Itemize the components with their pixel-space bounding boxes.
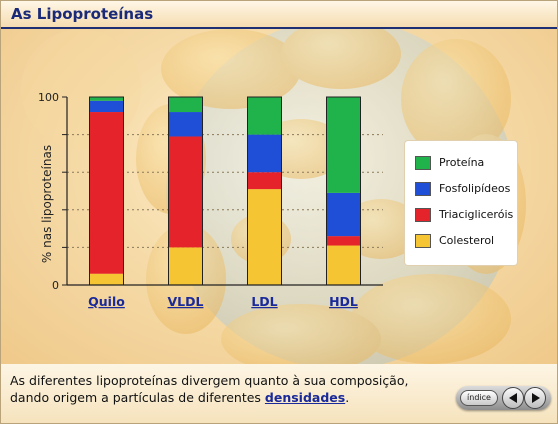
caption-text: As diferentes lipoproteínas divergem qua… bbox=[10, 372, 440, 406]
y-tick-label: 100 bbox=[38, 91, 59, 104]
legend-swatch bbox=[415, 234, 431, 248]
index-button[interactable]: índice bbox=[460, 390, 498, 406]
category-link-hdl[interactable]: HDL bbox=[329, 294, 358, 309]
legend-label: Proteína bbox=[439, 156, 485, 169]
bar-segment bbox=[326, 192, 361, 237]
composition-chart: % nas lipoproteínas 0 100 Quilo VLDL LDL HDL bbox=[38, 91, 383, 309]
category-link-ldl[interactable]: LDL bbox=[251, 294, 277, 309]
legend-label: Colesterol bbox=[439, 234, 495, 247]
bar-segment bbox=[247, 189, 282, 285]
caption-end: . bbox=[345, 390, 350, 405]
bar-segment bbox=[89, 273, 124, 285]
bar-segment bbox=[168, 247, 203, 285]
title-bar: As Lipoproteínas bbox=[1, 1, 557, 29]
bar-segment bbox=[89, 100, 124, 113]
bar-segment bbox=[168, 112, 203, 137]
bar-segment bbox=[326, 245, 361, 285]
y-axis-label: % nas lipoproteínas bbox=[40, 145, 54, 263]
category-links: Quilo VLDL LDL HDL bbox=[88, 294, 358, 309]
next-button[interactable] bbox=[524, 387, 546, 409]
next-arrow-icon bbox=[532, 393, 540, 403]
caption-body: As diferentes lipoproteínas divergem qua… bbox=[10, 373, 409, 405]
page-title: As Lipoproteínas bbox=[11, 5, 154, 23]
category-link-quilo[interactable]: Quilo bbox=[88, 294, 125, 309]
chart-stage: % nas lipoproteínas 0 100 Quilo VLDL LDL HDL… bbox=[1, 29, 557, 364]
bar-segment bbox=[326, 236, 361, 246]
bar-segment bbox=[168, 136, 203, 248]
chart-axis bbox=[62, 96, 383, 286]
bar-segment bbox=[247, 172, 282, 190]
legend-label: Fosfolipídeos bbox=[439, 182, 511, 195]
prev-arrow-icon bbox=[509, 393, 517, 403]
legend-label: Triacigliceróis bbox=[439, 208, 514, 221]
chart-bars bbox=[89, 96, 361, 286]
bar-segment bbox=[247, 134, 282, 173]
bar-segment bbox=[89, 97, 124, 101]
legend-swatch bbox=[415, 182, 431, 196]
legend-swatch bbox=[415, 208, 431, 222]
y-tick-labels: 0 100 bbox=[38, 91, 59, 292]
bar-segment bbox=[168, 97, 203, 113]
legend-swatch bbox=[415, 156, 431, 170]
category-link-vldl[interactable]: VLDL bbox=[168, 294, 204, 309]
navigation-controls: índice bbox=[456, 386, 551, 410]
chart-legend: Proteína Fosfolipídeos Triacigliceróis C… bbox=[405, 141, 517, 265]
densidades-link[interactable]: densidades bbox=[264, 390, 346, 405]
previous-button[interactable] bbox=[502, 387, 524, 409]
bar-segment bbox=[89, 112, 124, 274]
y-tick-label: 0 bbox=[52, 279, 59, 292]
bar-segment bbox=[247, 97, 282, 135]
bar-segment bbox=[326, 97, 361, 193]
caption-bar: As diferentes lipoproteínas divergem qua… bbox=[1, 364, 557, 423]
